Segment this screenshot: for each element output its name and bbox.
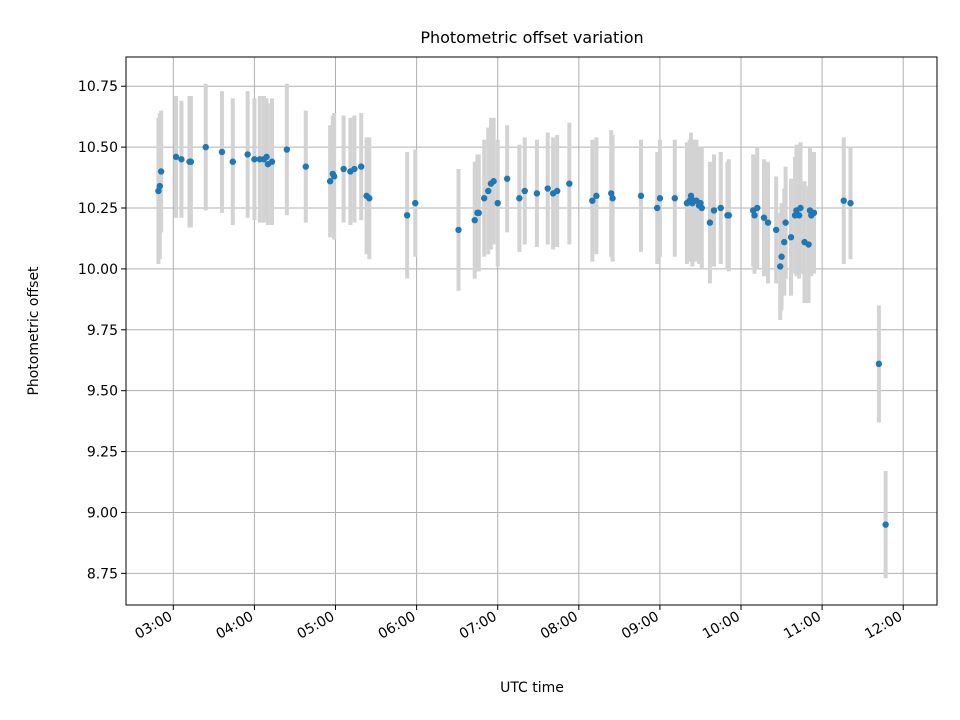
data-point [471,216,478,224]
data-point [178,156,185,163]
y-tick-label: 10.25 [78,201,118,217]
data-point [875,360,883,368]
data-point [157,168,165,175]
data-point [840,197,847,204]
data-point [687,192,695,200]
data-point [533,190,541,197]
data-point [553,187,561,195]
data-point [608,190,615,197]
data-point [697,199,704,207]
chart-title: Photometric offset variation [420,28,643,47]
plot-frame [125,56,938,606]
data-point [777,263,784,270]
data-point [706,219,714,226]
y-tick-label: 9.25 [87,445,118,461]
data-point [760,214,768,221]
data-point [609,195,616,202]
data-point [882,521,889,528]
data-point [330,173,338,180]
data-point [717,204,724,212]
data-point [326,178,334,185]
data-point [283,146,291,153]
data-point [754,204,761,212]
data-point [637,192,645,200]
data-point [155,187,162,195]
data-point [751,212,758,219]
y-tick-label: 10.00 [78,262,118,278]
data-point [656,195,664,202]
data-point [772,226,780,234]
data-point [244,151,251,158]
y-tick-label: 8.75 [87,566,118,582]
data-point [403,212,411,219]
data-point [521,187,528,195]
data-point [787,234,795,241]
point-layer [155,143,889,528]
data-point [654,204,661,212]
data-point [503,175,511,182]
data-point [412,199,419,207]
data-point [366,195,373,202]
data-point [778,253,785,260]
y-tick-label: 10.50 [78,140,118,156]
data-point [566,180,573,187]
data-point [589,197,596,204]
data-point [187,158,195,165]
data-point [268,158,276,165]
y-tick-label: 10.75 [78,79,118,95]
data-point [302,163,309,170]
y-tick-label: 9.50 [87,384,118,400]
data-point [781,238,788,246]
data-point [544,185,551,192]
data-point [475,209,482,217]
data-point [480,195,488,202]
y-tick-label: 9.00 [87,505,118,521]
data-point [202,143,209,151]
data-point [351,165,358,173]
data-point [218,148,226,156]
data-point [698,204,706,212]
data-point [340,165,347,173]
data-point [805,241,812,248]
data-point [671,195,678,202]
data-point [251,156,258,163]
data-point [172,153,180,161]
y-tick-label: 9.75 [87,323,118,339]
data-point [764,219,772,226]
data-point [516,195,523,202]
x-axis-label: UTC time [500,680,564,696]
data-point [357,163,365,170]
data-point [795,212,803,219]
y-axis-label: Photometric offset [26,266,42,396]
data-point [229,158,236,165]
data-point [847,199,854,207]
data-point [494,199,501,207]
data-point [710,207,718,214]
data-point [593,192,600,200]
data-point [725,212,733,219]
data-point [782,219,789,226]
data-point [455,226,462,234]
data-point [156,182,163,190]
data-point [490,178,497,185]
data-point [810,209,818,217]
data-point [797,204,804,212]
data-point [485,187,492,195]
data-point [263,153,270,161]
